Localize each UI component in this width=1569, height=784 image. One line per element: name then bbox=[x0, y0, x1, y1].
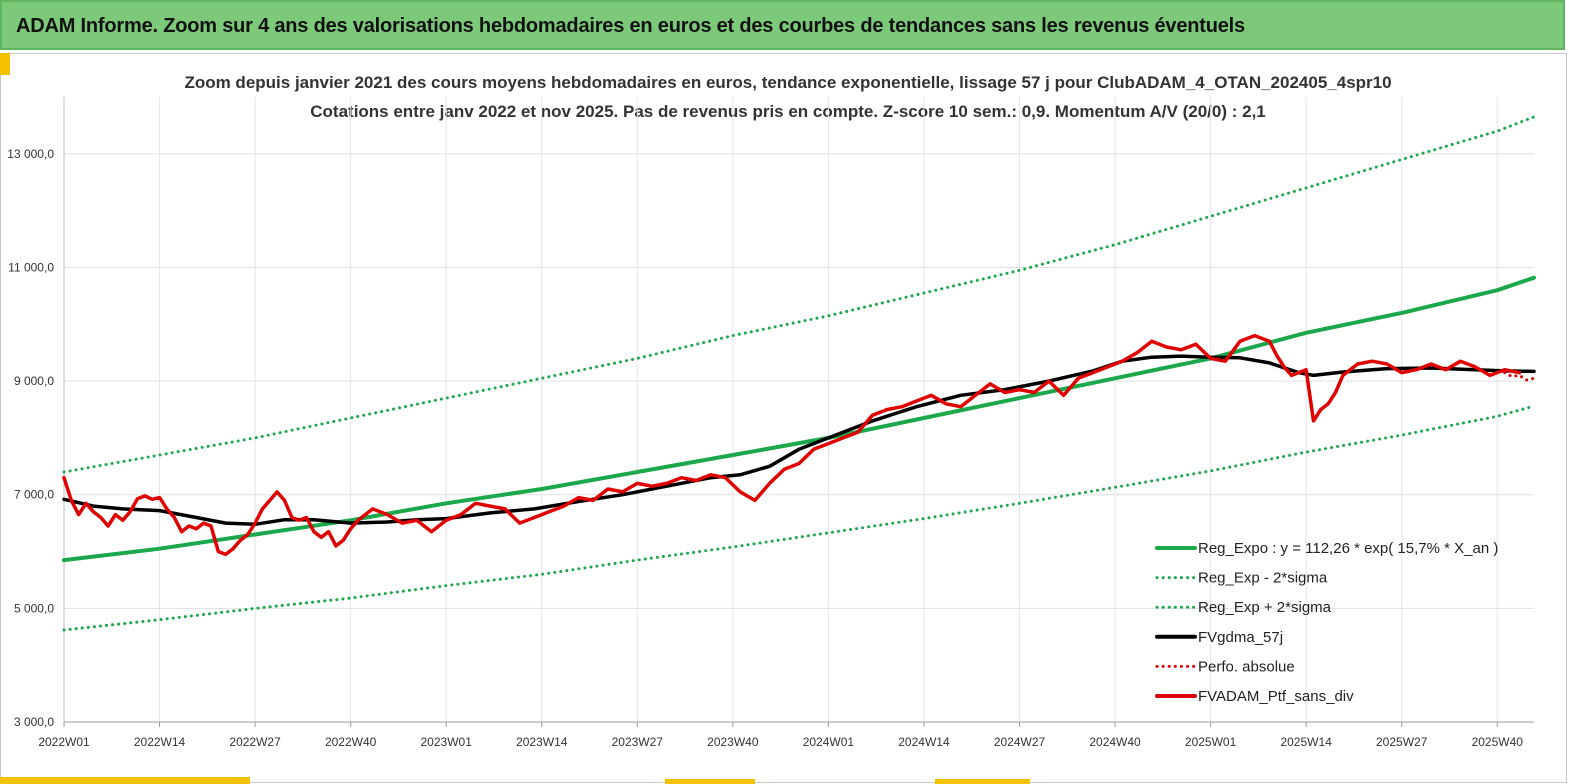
chart-frame bbox=[0, 53, 1567, 783]
x-tick-label: 2025W01 bbox=[1185, 735, 1237, 749]
accent-bar-bottom-middle bbox=[665, 779, 755, 784]
legend-label: Perfo. absolue bbox=[1198, 658, 1295, 675]
x-tick-label: 2025W27 bbox=[1376, 735, 1428, 749]
x-tick-label: 2023W40 bbox=[707, 735, 759, 749]
series-line-perfo-absolue bbox=[1503, 371, 1536, 382]
y-tick-label: 13 000,0 bbox=[7, 147, 54, 161]
accent-bar-bottom-left bbox=[0, 777, 250, 784]
series-line-reg-exp-2-sigma bbox=[62, 404, 1536, 632]
x-tick-label: 2022W01 bbox=[38, 735, 90, 749]
series-line-fvadam-ptf-sans-div bbox=[62, 333, 1522, 557]
x-tick-label: 2023W14 bbox=[516, 735, 568, 749]
accent-bar-bottom-right bbox=[935, 779, 1030, 784]
legend-label: Reg_Exp + 2*sigma bbox=[1198, 599, 1332, 616]
legend-label: Reg_Expo : y = 112,26 * exp( 15,7% * X_a… bbox=[1198, 540, 1498, 557]
y-tick-label: 3 000,0 bbox=[14, 715, 54, 729]
legend-label: FVADAM_Ptf_sans_div bbox=[1198, 688, 1354, 705]
accent-bar-top-left bbox=[0, 53, 10, 75]
banner-title: ADAM Informe. Zoom sur 4 ans des valoris… bbox=[16, 15, 1245, 37]
chart-title: Zoom depuis janvier 2021 des cours moyen… bbox=[184, 73, 1391, 92]
y-tick-label: 11 000,0 bbox=[8, 260, 54, 274]
x-tick-label: 2023W27 bbox=[612, 735, 664, 749]
x-tick-label: 2024W27 bbox=[994, 735, 1046, 749]
y-tick-label: 5 000,0 bbox=[14, 601, 54, 615]
x-tick-label: 2022W40 bbox=[325, 735, 377, 749]
x-tick-label: 2024W01 bbox=[803, 735, 855, 749]
chart-subtitle: Cotations entre janv 2022 et nov 2025. P… bbox=[310, 102, 1266, 121]
series-line-reg-exp-2-sigma bbox=[62, 115, 1536, 474]
legend-label: Reg_Exp - 2*sigma bbox=[1198, 570, 1328, 587]
x-tick-label: 2025W14 bbox=[1280, 735, 1332, 749]
x-tick-label: 2024W14 bbox=[898, 735, 950, 749]
x-tick-label: 2022W14 bbox=[134, 735, 186, 749]
x-tick-label: 2025W40 bbox=[1472, 735, 1524, 749]
y-tick-label: 9 000,0 bbox=[14, 374, 54, 388]
x-tick-label: 2022W27 bbox=[229, 735, 281, 749]
legend-label: FVgdma_57j bbox=[1198, 629, 1283, 646]
x-tick-label: 2023W01 bbox=[421, 735, 473, 749]
report-banner: ADAM Informe. Zoom sur 4 ans des valoris… bbox=[0, 0, 1565, 50]
x-tick-label: 2024W40 bbox=[1089, 735, 1141, 749]
y-tick-label: 7 000,0 bbox=[14, 488, 54, 502]
